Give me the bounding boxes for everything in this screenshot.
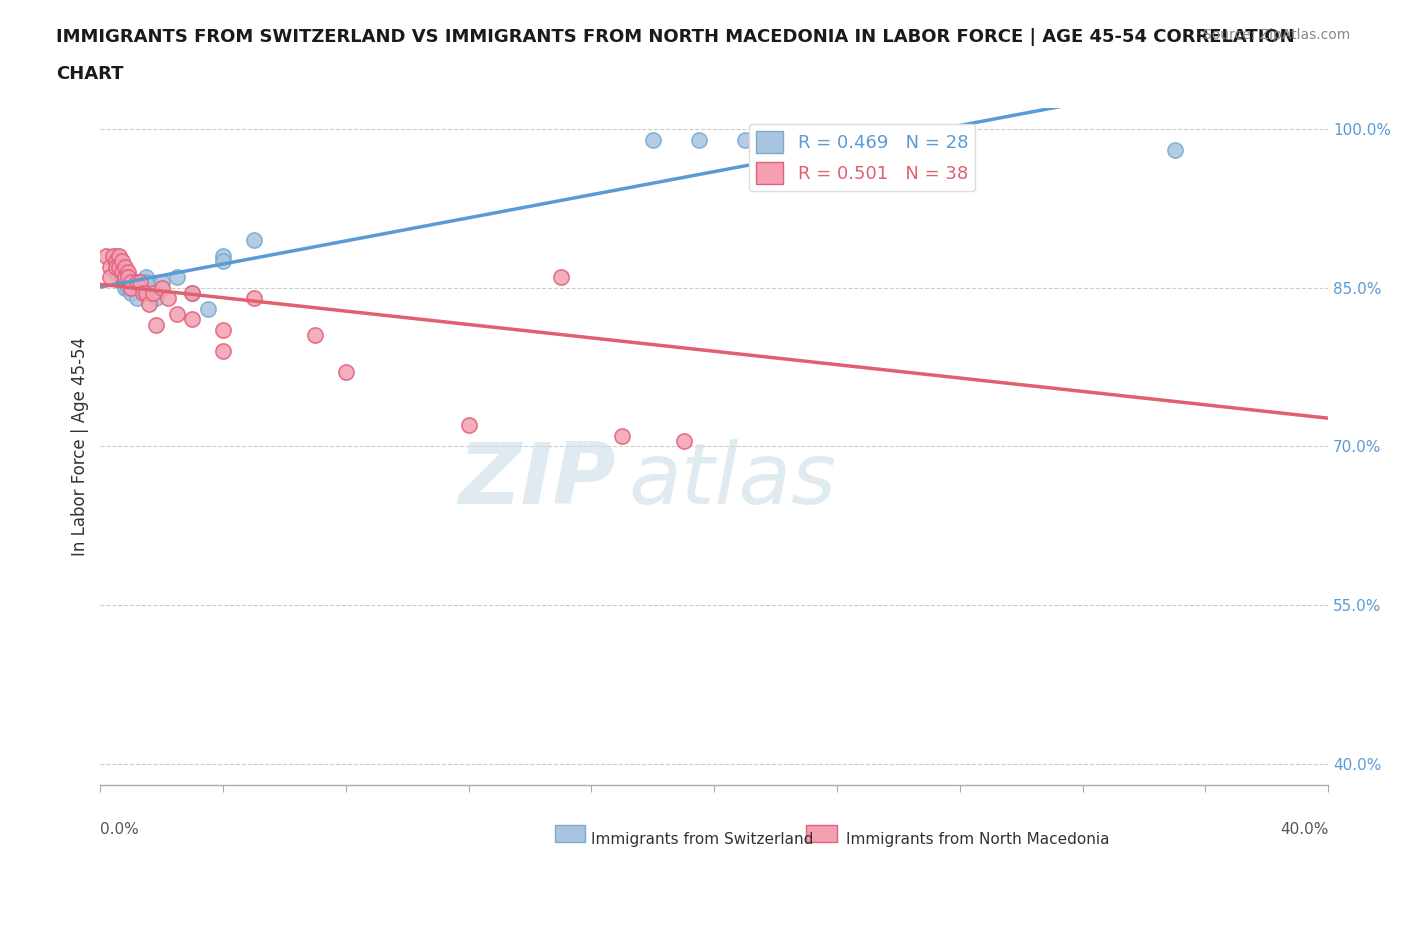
Point (243, 232, 266, 247)
Point (129, 275, 152, 290)
Point (166, 270, 188, 285)
Point (688, 132, 710, 147)
Point (104, 254, 127, 269)
Point (138, 296, 160, 311)
Point (765, 132, 787, 147)
Point (156, 291, 179, 306)
Legend: R = 0.469   N = 28, R = 0.501   N = 38: R = 0.469 N = 28, R = 0.501 N = 38 (749, 124, 976, 192)
Point (117, 270, 139, 285)
Point (114, 270, 136, 285)
Point (212, 344, 235, 359)
Point (150, 280, 173, 295)
Point (212, 323, 235, 338)
Point (335, 365, 357, 379)
Point (641, 132, 664, 147)
Point (141, 286, 163, 300)
Point (612, 429, 634, 444)
Text: CHART: CHART (56, 65, 124, 83)
Text: Immigrants from North Macedonia: Immigrants from North Macedonia (845, 832, 1109, 847)
Point (212, 248, 235, 263)
Point (98, 259, 121, 274)
Point (197, 301, 219, 316)
Text: Immigrants from Switzerland: Immigrants from Switzerland (592, 832, 814, 847)
Bar (806, 826, 837, 843)
Text: atlas: atlas (628, 439, 837, 522)
Point (104, 264, 127, 279)
Point (181, 312, 204, 327)
Point (101, 248, 124, 263)
Text: Source: ZipAtlas.com: Source: ZipAtlas.com (1202, 28, 1350, 42)
Point (181, 286, 204, 300)
Text: IMMIGRANTS FROM SWITZERLAND VS IMMIGRANTS FROM NORTH MACEDONIA IN LABOR FORCE | : IMMIGRANTS FROM SWITZERLAND VS IMMIGRANT… (56, 28, 1295, 46)
Point (117, 264, 139, 279)
Point (181, 286, 204, 300)
Point (550, 270, 572, 285)
Point (127, 275, 149, 290)
Point (96, 248, 118, 263)
Point (117, 280, 139, 295)
Point (135, 270, 157, 285)
Point (145, 317, 167, 332)
Point (304, 328, 326, 343)
Point (104, 259, 127, 274)
Point (1163, 143, 1185, 158)
Text: 40.0%: 40.0% (1279, 822, 1329, 837)
Point (166, 307, 188, 322)
Point (132, 286, 155, 300)
Point (107, 259, 129, 274)
Point (135, 286, 157, 300)
Point (145, 291, 167, 306)
Text: ZIP: ZIP (458, 439, 616, 522)
Point (111, 264, 134, 279)
Point (127, 291, 149, 306)
Text: 0.0%: 0.0% (100, 822, 139, 837)
Point (120, 280, 142, 295)
Point (104, 259, 127, 274)
Point (672, 433, 695, 448)
Point (150, 275, 173, 290)
Point (129, 275, 152, 290)
Point (765, 132, 787, 147)
Point (135, 275, 157, 290)
Point (734, 132, 756, 147)
Point (212, 254, 235, 269)
Bar (554, 826, 585, 843)
Point (120, 286, 142, 300)
Point (111, 270, 134, 285)
Point (98, 270, 121, 285)
Point (111, 275, 134, 290)
Point (114, 280, 136, 295)
Point (243, 291, 266, 306)
Point (104, 248, 127, 263)
Point (114, 259, 136, 274)
Point (120, 280, 142, 295)
Point (117, 275, 139, 290)
Point (457, 418, 479, 432)
Y-axis label: In Labor Force | Age 45-54: In Labor Force | Age 45-54 (72, 337, 89, 556)
Point (120, 275, 142, 290)
Point (111, 254, 134, 269)
Point (114, 275, 136, 290)
Point (107, 248, 129, 263)
